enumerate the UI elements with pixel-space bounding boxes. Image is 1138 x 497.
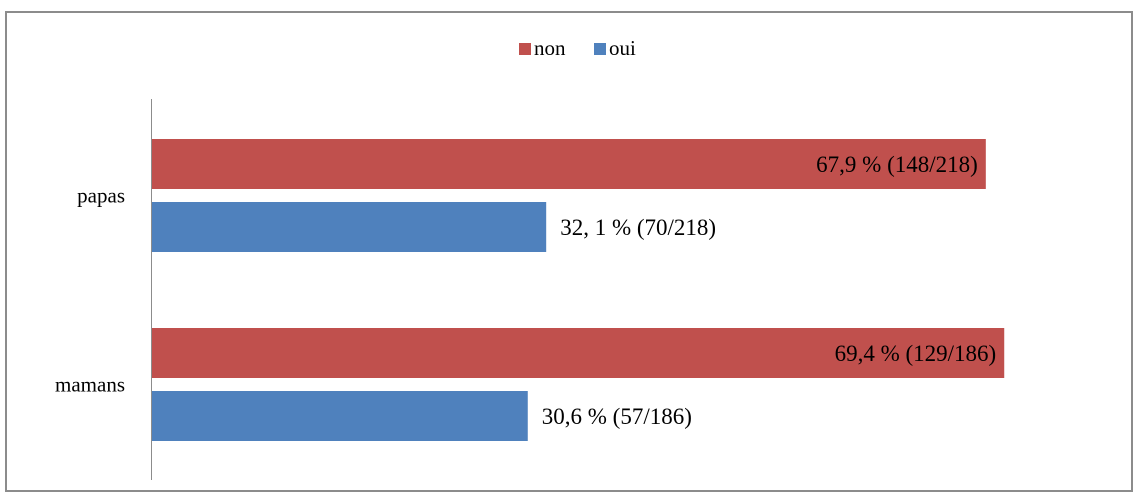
bar-chart: non oui papas 67,9 % (148/218) 32, 1 % (70/… (55, 36, 1005, 480)
legend-label-oui: oui (609, 36, 636, 60)
legend-swatch-non (519, 43, 531, 55)
bar-oui-papas (152, 202, 547, 252)
category-label-papas: papas (77, 184, 125, 208)
category-label-mamans: mamans (55, 373, 125, 397)
data-label-oui-mamans: 30,6 % (57/186) (542, 404, 692, 429)
bar-oui-mamans (152, 391, 528, 441)
data-label-non-mamans: 69,4 % (129/186) (835, 341, 997, 366)
chart-frame: non oui papas 67,9 % (148/218) 32, 1 % (70/… (5, 11, 1133, 492)
bar-non-papas (152, 139, 986, 189)
legend-swatch-oui (594, 43, 606, 55)
legend: non oui (519, 36, 636, 60)
data-label-oui-papas: 32, 1 % (70/218) (560, 215, 716, 240)
data-label-non-papas: 67,9 % (148/218) (816, 152, 978, 177)
plot-area: papas 67,9 % (148/218) 32, 1 % (70/218) mam… (55, 139, 1005, 441)
bar-non-mamans (152, 328, 1005, 378)
legend-label-non: non (534, 36, 566, 60)
